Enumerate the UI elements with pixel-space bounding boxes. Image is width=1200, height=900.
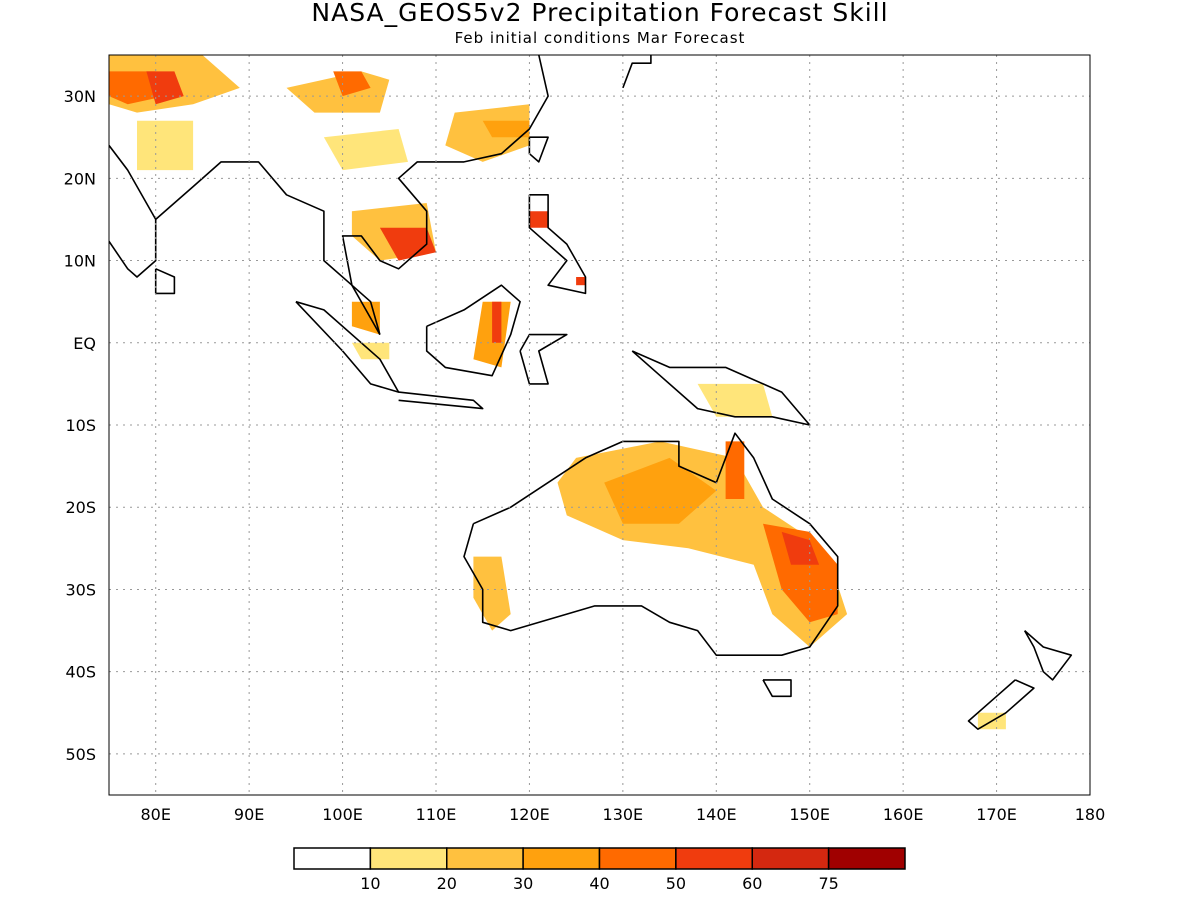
lon-tick-label: 160E xyxy=(883,805,924,824)
skill-region-north-india-core xyxy=(146,71,184,105)
colorbar-swatch xyxy=(522,847,601,870)
map-subtitle: Feb initial conditions Mar Forecast xyxy=(454,29,746,47)
lat-tick-label: 20N xyxy=(64,169,96,188)
colorbar-swatch xyxy=(827,847,906,870)
lon-tick-label: 130E xyxy=(603,805,644,824)
skill-region-queensland-core xyxy=(763,523,838,623)
lon-tick-label: 90E xyxy=(234,805,264,824)
lat-tick-label: 10N xyxy=(64,252,96,271)
coastline-japan xyxy=(622,55,652,89)
lon-tick-label: 140E xyxy=(696,805,737,824)
skill-region-mindanao xyxy=(576,277,586,286)
coastline-java xyxy=(398,391,484,410)
colorbar-label: 30 xyxy=(513,874,533,893)
skill-region-cape-york xyxy=(725,441,745,499)
skill-region-indochina-core xyxy=(379,227,436,261)
coastlines xyxy=(109,55,1073,731)
colorbar: 10 20 30 40 50 60 75 xyxy=(293,847,906,893)
coastline-australia xyxy=(463,432,839,657)
lat-tick-label: EQ xyxy=(73,334,96,353)
colorbar-swatch xyxy=(598,847,677,870)
colorbar-label: 20 xyxy=(437,874,457,893)
skill-region-sw-australia xyxy=(473,556,511,631)
colorbar-swatch xyxy=(751,847,830,870)
colorbar-label: 40 xyxy=(589,874,609,893)
lat-tick-label: 40S xyxy=(65,663,96,682)
map-frame xyxy=(108,54,1091,796)
coastline-new-zealand-south xyxy=(967,679,1035,731)
skill-region-north-australia-core xyxy=(604,457,717,524)
map-title: NASA_GEOS5v2 Precipitation Forecast Skil… xyxy=(311,0,889,27)
colorbar-swatch xyxy=(293,847,372,870)
coastline-sulawesi xyxy=(519,333,568,385)
latitude-labels: 30N 20N 10N EQ 10S 20S 30S 40S 50S xyxy=(64,87,96,764)
skill-region-luzon xyxy=(529,211,549,228)
skill-region-borneo-east xyxy=(473,301,511,368)
lon-tick-label: 100E xyxy=(322,805,363,824)
colorbar-label: 75 xyxy=(818,874,838,893)
colorbar-label: 50 xyxy=(666,874,686,893)
lat-tick-label: 30S xyxy=(65,580,96,599)
lon-tick-label: 80E xyxy=(140,805,170,824)
colorbar-label: 60 xyxy=(742,874,762,893)
colorbar-swatch xyxy=(675,847,753,870)
lat-tick-label: 50S xyxy=(65,745,96,764)
coastline-borneo xyxy=(425,284,521,377)
coastline-philippines xyxy=(528,194,587,295)
coastline-sri-lanka xyxy=(154,268,176,295)
lat-tick-label: 10S xyxy=(65,416,96,435)
longitude-labels: 80E 90E 100E 110E 120E 130E 140E 150E 160E 170E 18… xyxy=(140,805,1105,824)
colorbar-label: 10 xyxy=(360,874,380,893)
skill-region-borneo-core xyxy=(492,301,502,343)
lon-tick-label: 110E xyxy=(416,805,457,824)
coastline-new-guinea xyxy=(631,350,811,426)
colorbar-swatch xyxy=(369,847,448,870)
skill-shading xyxy=(109,55,1006,730)
coastline-taiwan xyxy=(528,136,549,163)
coastline-asia-mainland xyxy=(109,144,157,278)
lat-tick-label: 30N xyxy=(64,87,96,106)
skill-region-yunnan xyxy=(323,129,408,171)
colorbar-swatch xyxy=(446,847,524,870)
grid-lines xyxy=(109,55,1090,795)
skill-region-south-china-core xyxy=(482,120,530,138)
coastline-new-zealand-north xyxy=(1023,629,1073,681)
lat-tick-label: 20S xyxy=(65,498,96,517)
coastline-tasmania xyxy=(762,679,792,698)
lon-tick-label: 150E xyxy=(789,805,830,824)
lon-tick-label: 170E xyxy=(976,805,1017,824)
skill-region-queensland-max xyxy=(781,531,820,565)
coastline-bay-of-bengal xyxy=(155,161,381,335)
skill-region-central-india-halo xyxy=(137,120,194,171)
lon-tick-label: 180 xyxy=(1075,805,1106,824)
lon-tick-label: 120E xyxy=(509,805,550,824)
